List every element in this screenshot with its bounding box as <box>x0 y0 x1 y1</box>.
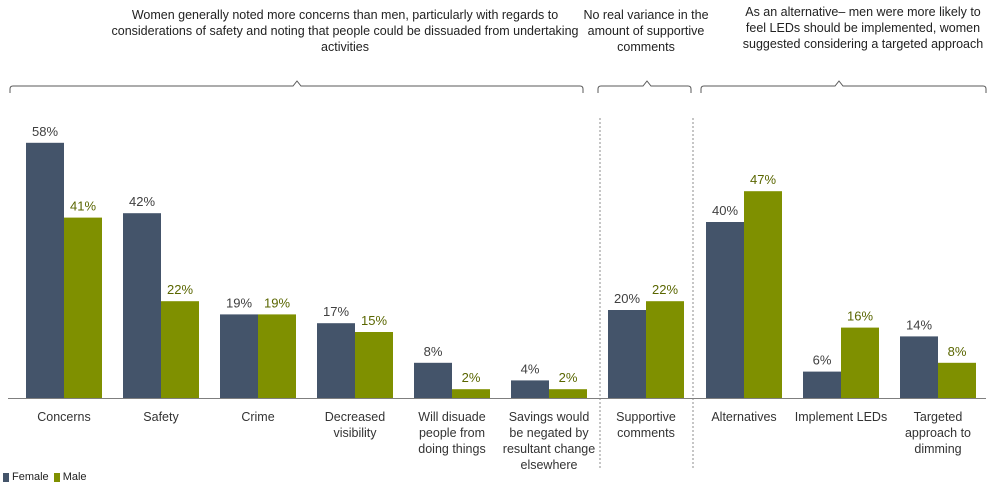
bar-female-crime <box>220 314 258 398</box>
value-label-male-supportive-comments: 22% <box>652 282 678 297</box>
bar-male-savings-would-be-negated-by-resultant-change-elsewhere <box>549 389 587 398</box>
value-label-male-decreased-visibility: 15% <box>361 313 387 328</box>
category-label-decreased-visibility: Decreased visibility <box>324 410 386 440</box>
value-label-male-savings-would-be-negated-by-resultant-change-elsewhere: 2% <box>559 370 578 385</box>
legend-swatch-male <box>53 472 60 482</box>
group-brackets <box>9 80 987 93</box>
category-label-alternatives: Alternatives <box>711 410 777 424</box>
bar-female-targeted-approach-to-dimming <box>900 336 938 398</box>
value-label-female-concerns: 58% <box>32 124 58 139</box>
bar-female-supportive-comments <box>608 310 646 398</box>
bar-male-alternatives <box>744 191 782 398</box>
bar-male-decreased-visibility <box>355 332 393 398</box>
bar-female-concerns <box>26 142 64 398</box>
category-label-will-disuade-people-from-doing-things: Will disuade people from doing things <box>418 410 486 456</box>
bar-male-concerns <box>64 217 102 398</box>
bar-female-safety <box>123 213 161 398</box>
bar-male-supportive-comments <box>646 301 684 398</box>
category-label-implement-leds: Implement LEDs <box>794 410 888 424</box>
value-labels: 58% 41% 42% 22% 19% 19% 17% 15% 8% 2% 4% 2% 20% 22% 40… <box>32 124 967 385</box>
value-label-male-alternatives: 47% <box>750 172 776 187</box>
legend-label-female: Female <box>12 471 49 483</box>
group-note-concerns: Women generally noted more concerns than… <box>111 8 579 54</box>
bar-female-decreased-visibility <box>317 323 355 398</box>
category-label-supportive-comments: Supportive comments <box>616 410 676 440</box>
bar-female-will-disuade-people-from-doing-things <box>414 362 452 398</box>
category-label-targeted-approach-to-dimming: Targeted approach to dimming <box>904 410 972 456</box>
bar-male-safety <box>161 301 199 398</box>
category-label-savings-would-be-negated-by-resultant-change-elsewhere: Savings would be negated by resultant ch… <box>502 410 596 472</box>
bar-female-alternatives <box>706 222 744 398</box>
bracket-concerns <box>9 80 584 93</box>
bar-female-implement-leds <box>803 371 841 398</box>
value-label-female-alternatives: 40% <box>712 203 738 218</box>
category-label-concerns: Concerns <box>37 410 91 424</box>
value-label-female-will-disuade-people-from-doing-things: 8% <box>424 344 443 359</box>
value-label-female-targeted-approach-to-dimming: 14% <box>906 317 932 332</box>
bars <box>26 142 976 398</box>
category-label-crime: Crime <box>241 410 275 424</box>
bar-male-implement-leds <box>841 327 879 398</box>
value-label-female-savings-would-be-negated-by-resultant-change-elsewhere: 4% <box>521 361 540 376</box>
value-label-female-implement-leds: 6% <box>813 353 832 368</box>
value-label-male-will-disuade-people-from-doing-things: 2% <box>462 370 481 385</box>
bar-male-will-disuade-people-from-doing-things <box>452 389 490 398</box>
legend-item-female: Female <box>3 471 49 483</box>
value-label-male-implement-leds: 16% <box>847 309 873 324</box>
category-label-safety: Safety <box>143 410 179 424</box>
value-label-male-safety: 22% <box>167 282 193 297</box>
value-label-male-crime: 19% <box>264 295 290 310</box>
value-label-female-safety: 42% <box>129 194 155 209</box>
bar-male-targeted-approach-to-dimming <box>938 362 976 398</box>
value-label-female-supportive-comments: 20% <box>614 291 640 306</box>
legend-item-male: Male <box>53 471 87 483</box>
bar-female-savings-would-be-negated-by-resultant-change-elsewhere <box>511 380 549 398</box>
legend: Female Male <box>3 471 92 483</box>
group-note-supportive: No real variance in the amount of suppor… <box>583 8 709 54</box>
legend-label-male: Male <box>62 471 87 483</box>
legend-swatch-female <box>3 472 9 482</box>
bar-male-crime <box>258 314 296 398</box>
group-note-alternatives: As an alternative– men were more likely … <box>742 5 984 51</box>
value-label-female-decreased-visibility: 17% <box>323 304 349 319</box>
value-label-male-targeted-approach-to-dimming: 8% <box>948 344 967 359</box>
value-label-female-crime: 19% <box>226 295 252 310</box>
value-label-male-concerns: 41% <box>70 199 96 214</box>
bracket-alternatives <box>700 80 987 93</box>
bracket-supportive <box>597 80 692 93</box>
